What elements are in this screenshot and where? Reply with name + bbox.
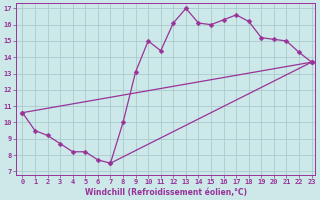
X-axis label: Windchill (Refroidissement éolien,°C): Windchill (Refroidissement éolien,°C): [85, 188, 247, 197]
